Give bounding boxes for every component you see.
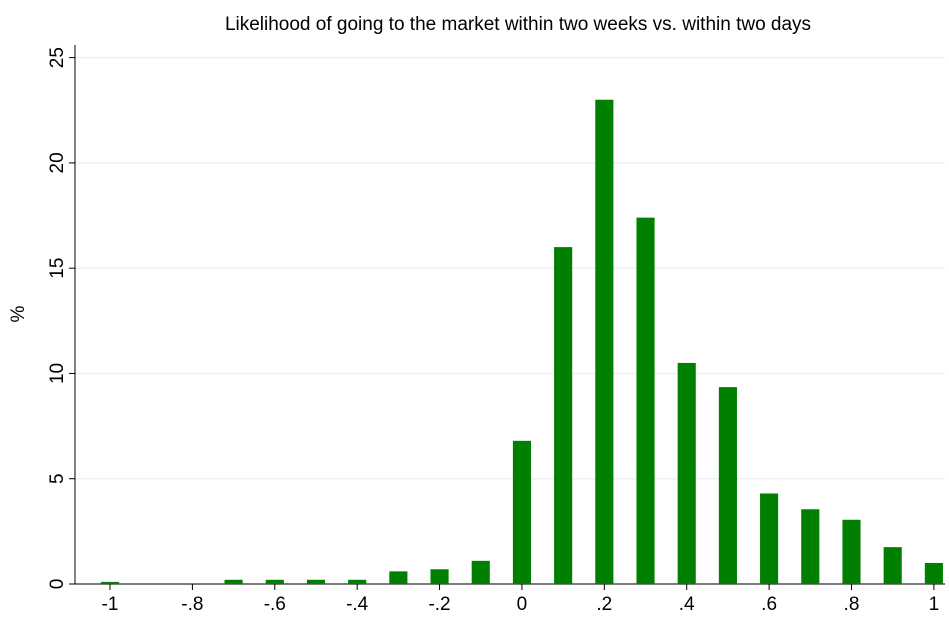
bar <box>348 579 367 584</box>
x-tick-label: -.4 <box>346 594 369 615</box>
y-tick-label: 20 <box>47 152 68 173</box>
chart-title: Likelihood of going to the market within… <box>225 14 811 35</box>
bar <box>636 217 655 584</box>
bar <box>265 579 284 584</box>
x-tick-label: -.8 <box>181 594 203 615</box>
x-tick-label: .8 <box>844 594 860 615</box>
bar <box>512 440 532 584</box>
y-tick-label: 5 <box>47 473 68 484</box>
y-tick-label: 15 <box>47 258 68 279</box>
x-tick-label: -1 <box>102 594 119 615</box>
bar <box>595 99 614 584</box>
bar <box>471 560 490 584</box>
bar <box>842 519 861 584</box>
x-tick-label: -.2 <box>428 594 450 615</box>
bar <box>883 547 902 584</box>
y-tick-label: 10 <box>47 363 68 384</box>
bar <box>801 509 820 584</box>
bar <box>389 571 408 584</box>
bar <box>718 387 737 584</box>
x-tick-label: .6 <box>761 594 777 615</box>
bar <box>677 362 696 584</box>
bar <box>100 581 120 584</box>
x-tick-label: .2 <box>596 594 612 615</box>
y-tick-label: 25 <box>47 47 68 68</box>
x-tick-label: -.6 <box>264 594 286 615</box>
y-tick-label: 0 <box>47 579 68 590</box>
bar <box>554 247 573 584</box>
x-tick-label: .4 <box>679 594 695 615</box>
bar <box>430 569 449 584</box>
x-tick-label: 1 <box>929 594 940 615</box>
bar <box>224 579 243 584</box>
bar <box>760 493 779 584</box>
bar <box>306 579 326 584</box>
y-axis-label: % <box>8 305 29 322</box>
bar <box>924 562 943 584</box>
x-tick-label: 0 <box>517 594 528 615</box>
